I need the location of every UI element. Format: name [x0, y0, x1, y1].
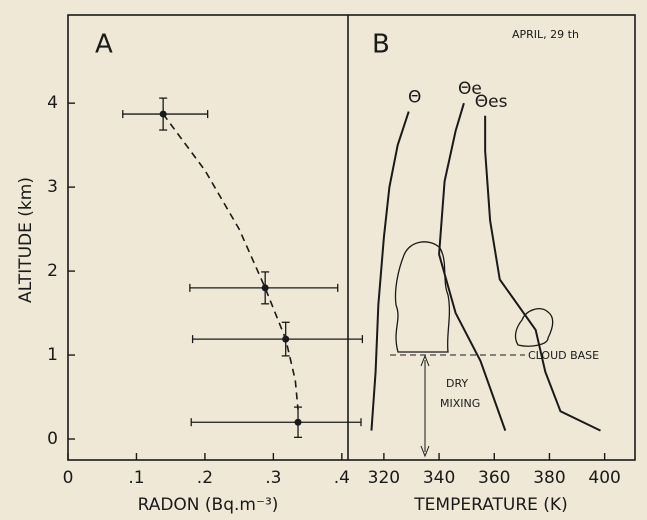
legend-label: Θ	[408, 88, 421, 108]
x-tick-label: 0	[63, 468, 74, 488]
x-tick-label: 400	[588, 468, 620, 488]
x-tick-label: 380	[533, 468, 565, 488]
y-tick-label: 2	[47, 261, 58, 281]
point	[282, 335, 290, 343]
x-tick-label: .3	[265, 468, 281, 488]
y-axis-label: ALTITUDE (km)	[16, 177, 36, 303]
x-tick-label: .4	[334, 468, 350, 488]
annotation: APRIL, 29 th	[512, 28, 579, 41]
cloud	[394, 241, 451, 353]
y-tick-label: 0	[47, 429, 58, 449]
line	[438, 102, 507, 431]
x-axis-label: RADON (Bq.m⁻³)	[138, 495, 279, 515]
legend-label: Θes	[475, 92, 508, 112]
panel-label: B	[372, 30, 390, 60]
point	[261, 284, 269, 292]
cloud	[514, 308, 554, 347]
frame	[67, 14, 636, 461]
x-tick-label: 320	[368, 468, 400, 488]
panel-label: A	[95, 30, 113, 60]
annotation: DRY	[446, 377, 468, 390]
x-tick-label: 360	[478, 468, 510, 488]
arrow-heads	[420, 354, 430, 458]
annotation: MIXING	[440, 397, 480, 410]
x-tick-label: .1	[128, 468, 144, 488]
point	[159, 110, 167, 118]
x-tick-label: .2	[197, 468, 213, 488]
x-axis-label: TEMPERATURE (K)	[413, 495, 567, 515]
annotation: CLOUD BASE	[528, 349, 599, 362]
x-tick-label: 340	[423, 468, 455, 488]
line	[484, 115, 601, 432]
legend-label: Θe	[458, 79, 482, 99]
y-tick-label: 4	[47, 93, 58, 113]
point	[294, 418, 302, 426]
y-tick-label: 1	[47, 345, 58, 365]
y-tick-label: 3	[47, 177, 58, 197]
line	[370, 111, 410, 431]
